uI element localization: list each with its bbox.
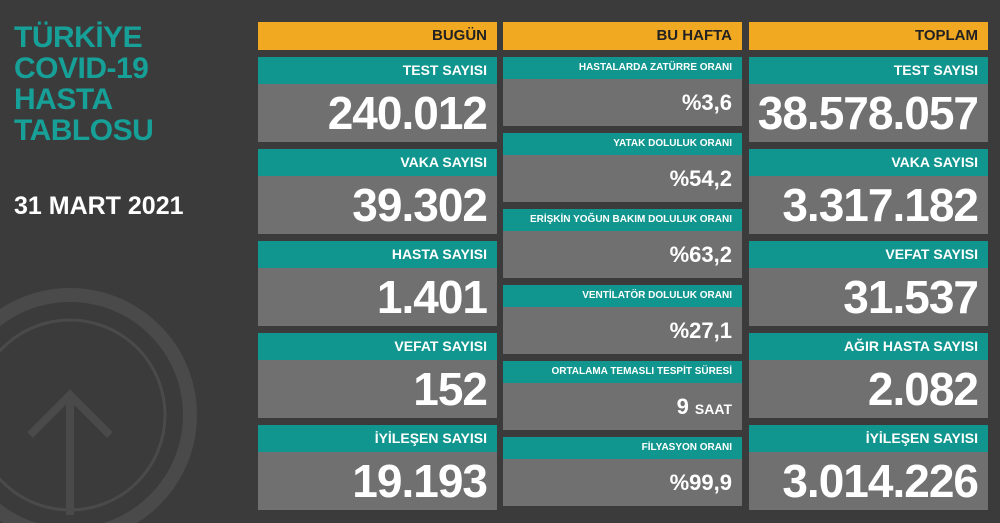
value-number: %27,1 <box>669 318 732 343</box>
card-value: 19.193 <box>258 452 497 510</box>
card-label: ORTALAMA TEMASLI TESPİT SÜRESİ <box>503 361 742 383</box>
title-line: TABLOSU <box>14 114 154 147</box>
title-line: TÜRKİYE <box>14 21 143 54</box>
card-label: FİLYASYON ORANI <box>503 437 742 459</box>
card-label: TEST SAYISI <box>258 57 497 84</box>
card-value: %63,2 <box>503 231 742 278</box>
card-label: HASTALARDA ZATÜRRE ORANI <box>503 57 742 79</box>
card-label: VENTİLATÖR DOLULUK ORANI <box>503 285 742 307</box>
column-header: TOPLAM <box>749 22 988 50</box>
value-unit: SAAT <box>694 401 732 417</box>
value-number: %54,2 <box>669 166 732 191</box>
card-value: %99,9 <box>503 459 742 506</box>
card-value: %3,6 <box>503 79 742 126</box>
card-label: VAKA SAYISI <box>749 149 988 176</box>
emblem <box>0 288 197 523</box>
card-label: YATAK DOLULUK ORANI <box>503 133 742 155</box>
date: 31 MART 2021 <box>14 192 184 220</box>
card-value: %54,2 <box>503 155 742 202</box>
value-number: 9 <box>676 394 689 419</box>
column-header: BU HAFTA <box>503 22 742 50</box>
card-label: HASTA SAYISI <box>258 241 497 268</box>
title-line: COVID-19 <box>14 52 149 85</box>
card-value: 2.082 <box>749 360 988 418</box>
value-number: 38.578.057 <box>757 87 979 139</box>
card-value: 39.302 <box>258 176 497 234</box>
card-value: 31.537 <box>749 268 988 326</box>
card-label: AĞIR HASTA SAYISI <box>749 333 988 360</box>
value-number: 1.401 <box>376 271 488 323</box>
card-label: İYİLEŞEN SAYISI <box>749 425 988 452</box>
card-label: VEFAT SAYISI <box>749 241 988 268</box>
card-value: 3.317.182 <box>749 176 988 234</box>
card-value: 3.014.226 <box>749 452 988 510</box>
value-number: 2.082 <box>867 363 979 415</box>
card-label: TEST SAYISI <box>749 57 988 84</box>
value-number: %63,2 <box>669 242 732 267</box>
value-number: %99,9 <box>669 470 732 495</box>
card-label: ERİŞKİN YOĞUN BAKIM DOLULUK ORANI <box>503 209 742 231</box>
card-value: %27,1 <box>503 307 742 354</box>
card-label: VEFAT SAYISI <box>258 333 497 360</box>
value-number: 240.012 <box>327 87 488 139</box>
column-header: BUGÜN <box>258 22 497 50</box>
value-number: 152 <box>413 363 488 415</box>
card-value: 1.401 <box>258 268 497 326</box>
card-value: 9 SAAT <box>503 383 742 430</box>
card-value: 240.012 <box>258 84 497 142</box>
card-label: İYİLEŞEN SAYISI <box>258 425 497 452</box>
value-number: 31.537 <box>843 271 979 323</box>
card-label: VAKA SAYISI <box>258 149 497 176</box>
value-number: 19.193 <box>352 455 488 507</box>
card-value: 152 <box>258 360 497 418</box>
value-number: %3,6 <box>681 90 732 115</box>
card-value: 38.578.057 <box>749 84 988 142</box>
value-number: 3.317.182 <box>782 179 979 231</box>
value-number: 39.302 <box>352 179 488 231</box>
value-number: 3.014.226 <box>782 455 979 507</box>
title-line: HASTA <box>14 83 113 116</box>
